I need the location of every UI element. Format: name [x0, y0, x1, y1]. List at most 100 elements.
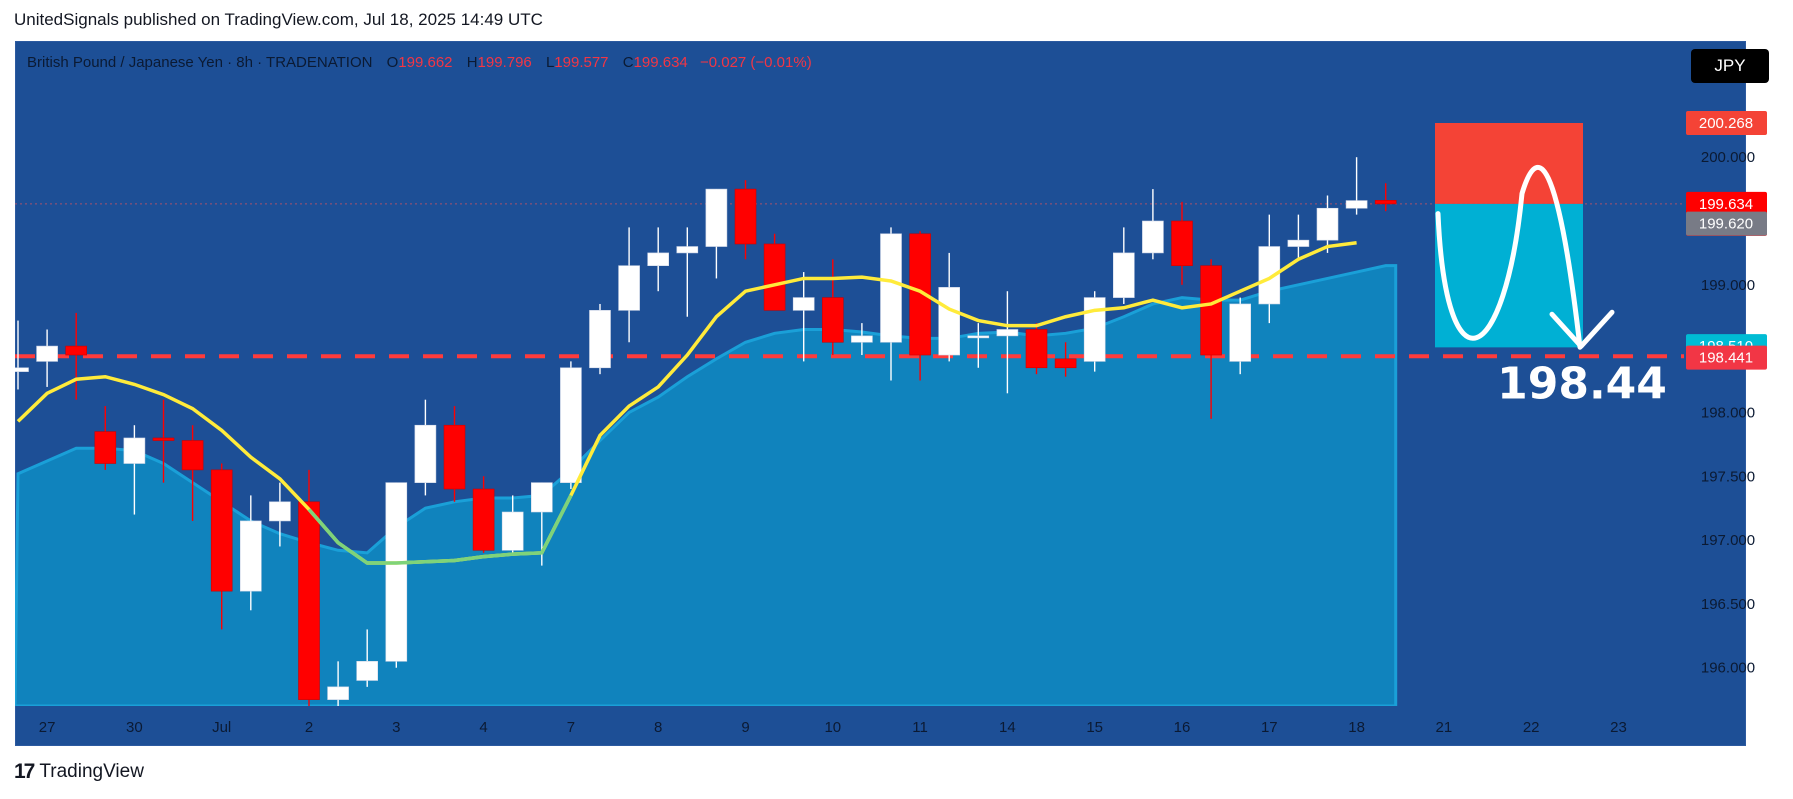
high-value: 199.796	[477, 54, 532, 71]
symbol-info-bar: British Pound / Japanese Yen · 8h · TRAD…	[27, 54, 812, 71]
high-label: H	[466, 54, 478, 71]
candle-up	[36, 345, 58, 362]
candle-up	[705, 188, 728, 247]
candle-up	[996, 329, 1019, 337]
x-tick-label: 11	[912, 719, 928, 736]
candle-up	[1113, 252, 1135, 298]
candle-up	[15, 367, 29, 372]
candle-down	[472, 488, 495, 551]
x-tick-label: 16	[1174, 719, 1191, 736]
publisher-line: UnitedSignals published on TradingView.c…	[14, 10, 543, 29]
plot-area	[15, 122, 1684, 706]
open-label: O	[386, 54, 399, 71]
candle-up	[851, 335, 873, 343]
close-label: C	[622, 54, 634, 71]
candle-up	[647, 252, 670, 266]
candle-up	[967, 335, 990, 339]
price-axis-label-bg	[1686, 110, 1767, 135]
x-tick-label: 27	[39, 719, 56, 736]
y-tick-label: 197.500	[1701, 468, 1755, 485]
stop-loss-zone	[1435, 122, 1583, 204]
candle-down	[210, 469, 233, 592]
candle-up	[530, 482, 553, 513]
candle-down	[298, 501, 320, 700]
candle-up	[1229, 303, 1251, 362]
candle-up	[560, 367, 582, 483]
price-axis-label-bg	[1686, 211, 1767, 236]
x-tick-label: Jul	[212, 719, 231, 736]
x-tick-label: 30	[126, 719, 143, 736]
symbol-name[interactable]: British Pound / Japanese Yen · 8h · TRAD…	[27, 54, 373, 71]
candle-up	[269, 501, 291, 522]
tradingview-logo-icon: 17	[14, 760, 35, 783]
candle-down	[1025, 329, 1048, 369]
x-tick-label: 2	[305, 719, 313, 736]
low-value: 199.577	[554, 54, 609, 71]
currency-button[interactable]: JPY	[1691, 49, 1769, 83]
x-tick-label: 17	[1261, 719, 1278, 736]
candle-down	[1374, 200, 1397, 205]
candle-down	[1171, 220, 1193, 266]
price-axis-label-bg	[1686, 345, 1767, 370]
candle-up	[880, 233, 902, 343]
x-tick-label: 14	[999, 719, 1016, 736]
candle-up	[618, 265, 640, 311]
y-tick-label: 197.000	[1701, 532, 1755, 549]
price-axis-label: 199.620	[1699, 216, 1753, 233]
candle-down	[152, 437, 175, 441]
candle-up	[1345, 200, 1368, 209]
forecast-arrow-head-icon	[1549, 309, 1615, 349]
candle-up	[1316, 207, 1339, 241]
price-axis-label: 199.634	[1699, 196, 1753, 213]
x-tick-label: 8	[654, 719, 662, 736]
y-tick-label: 196.000	[1701, 660, 1755, 677]
y-tick-label: 196.500	[1701, 596, 1755, 613]
x-tick-label: 18	[1348, 719, 1365, 736]
target-price-label: 198.44	[1497, 358, 1667, 409]
candle-up	[676, 246, 699, 254]
candle-down	[1200, 265, 1222, 356]
change-value: −0.027 (−0.01%)	[699, 54, 812, 71]
candle-up	[356, 661, 379, 681]
candle-down	[909, 233, 931, 356]
x-tick-label: 3	[392, 719, 400, 736]
candle-up	[1258, 246, 1281, 305]
x-tick-label: 7	[567, 719, 575, 736]
brand-name: TradingView	[39, 761, 144, 782]
price-axis-label: 200.268	[1699, 115, 1753, 132]
close-value: 199.634	[633, 54, 688, 71]
ma-area-band	[15, 264, 1398, 706]
candle-down	[65, 345, 87, 356]
x-tick-label: 9	[741, 719, 749, 736]
candle-up	[792, 297, 815, 311]
ema-line-segment	[307, 494, 573, 565]
candle-up	[327, 686, 349, 700]
candle-down	[763, 243, 786, 311]
candle-up	[501, 511, 524, 551]
ema-line	[16, 240, 1357, 565]
candle-up	[1287, 239, 1310, 247]
candle-up	[385, 482, 408, 662]
candle-up	[1083, 297, 1106, 362]
candle-up	[589, 310, 611, 369]
x-tick-label: 15	[1086, 719, 1103, 736]
x-tick-label: 21	[1436, 719, 1453, 736]
forecast-arrow-path	[1435, 164, 1583, 350]
price-axis-label: 198.441	[1699, 350, 1753, 367]
y-tick-label: 199.000	[1701, 277, 1755, 294]
x-tick-label: 22	[1523, 719, 1540, 736]
candle-up	[123, 437, 146, 464]
candle-up	[938, 287, 961, 356]
candle-down	[443, 424, 466, 490]
candle-up	[414, 424, 437, 483]
x-tick-label: 10	[824, 719, 841, 736]
candle-down	[94, 431, 117, 464]
y-tick-label: 200.000	[1701, 149, 1755, 166]
candle-down	[821, 297, 844, 343]
candle-up	[240, 520, 262, 592]
x-tick-label: 4	[479, 719, 487, 736]
open-value: 199.662	[398, 54, 453, 71]
low-label: L	[545, 54, 555, 71]
footer-brand[interactable]: 17 TradingView	[14, 760, 144, 784]
